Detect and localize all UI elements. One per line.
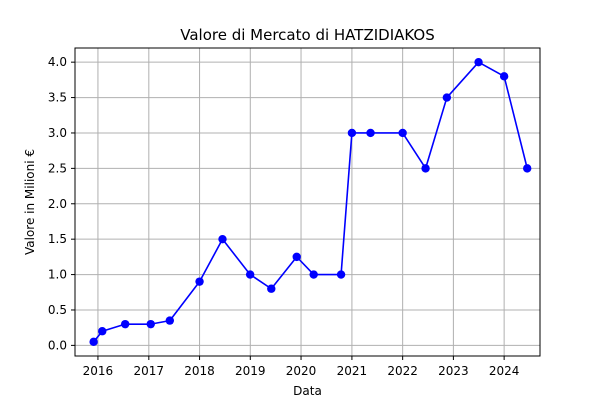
data-point (165, 316, 175, 325)
x-tick-label: 2019 (235, 364, 266, 378)
data-point (366, 128, 375, 138)
plot-frame (74, 47, 541, 357)
series-layer (89, 57, 532, 347)
x-tick-label: 2020 (286, 364, 317, 378)
y-tick-label: 0.5 (48, 303, 67, 317)
data-point (421, 164, 430, 173)
data-point (442, 93, 452, 102)
x-tick-label: 2018 (184, 364, 215, 378)
y-tick-label: 0.0 (48, 338, 67, 352)
chart-title: Valore di Mercato di HATZIDIAKOS (180, 26, 434, 44)
data-point (309, 270, 318, 279)
data-point (89, 337, 98, 347)
y-tick-label: 3.0 (48, 126, 67, 140)
data-point (98, 327, 107, 336)
x-tick-label: 2023 (438, 364, 469, 378)
grid (75, 48, 540, 356)
y-tick-label: 3.5 (48, 91, 67, 105)
x-tick-label: 2024 (489, 364, 520, 378)
data-point (398, 128, 407, 138)
axes: 2016 2017 2018 2019 2020 2021 2022 2023 2024 0.0 0… (48, 55, 520, 378)
y-tick-label: 1.0 (48, 268, 67, 282)
data-point (120, 319, 130, 329)
data-point (195, 277, 204, 286)
data-point (336, 270, 346, 279)
data-point (474, 57, 483, 67)
y-tick-label: 2.0 (48, 197, 67, 211)
data-point (245, 270, 255, 279)
data-point (292, 252, 301, 262)
data-point (267, 284, 276, 293)
y-tick-label: 2.5 (48, 161, 67, 175)
data-point (347, 128, 357, 138)
x-axis-label: Data (293, 384, 322, 398)
data-point (499, 72, 509, 81)
x-tick-label: 2017 (134, 364, 165, 378)
x-tick-label: 2016 (83, 364, 114, 378)
x-tick-label: 2022 (387, 364, 418, 378)
data-point (523, 164, 532, 173)
data-point (146, 319, 155, 329)
x-tick-label: 2021 (337, 364, 368, 378)
data-point (218, 234, 227, 244)
y-tick-label: 4.0 (48, 55, 67, 69)
y-axis-label: Valore in Milioni € (23, 149, 37, 255)
y-tick-label: 1.5 (48, 232, 67, 246)
